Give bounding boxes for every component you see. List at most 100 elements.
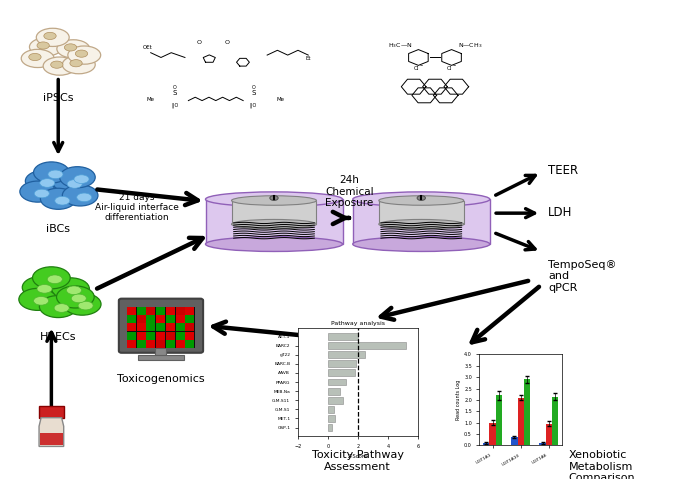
Ellipse shape bbox=[232, 196, 316, 205]
Ellipse shape bbox=[53, 171, 88, 193]
Ellipse shape bbox=[64, 44, 77, 51]
Ellipse shape bbox=[57, 40, 90, 58]
Bar bbox=[166, 332, 175, 340]
Ellipse shape bbox=[37, 285, 52, 293]
Bar bbox=[138, 354, 184, 361]
Bar bbox=[328, 415, 336, 422]
Bar bbox=[185, 323, 195, 331]
Text: Me: Me bbox=[147, 97, 155, 102]
Ellipse shape bbox=[232, 219, 316, 229]
Bar bbox=[328, 360, 356, 367]
Ellipse shape bbox=[40, 188, 76, 209]
Ellipse shape bbox=[34, 162, 69, 183]
Ellipse shape bbox=[51, 61, 63, 68]
Bar bbox=[147, 332, 155, 340]
Ellipse shape bbox=[55, 196, 70, 205]
Bar bbox=[517, 398, 524, 445]
Bar bbox=[353, 199, 490, 244]
Bar bbox=[175, 315, 184, 323]
Bar bbox=[175, 323, 184, 331]
Bar bbox=[379, 201, 464, 224]
Bar bbox=[328, 397, 343, 404]
Ellipse shape bbox=[270, 195, 278, 200]
Text: LDH: LDH bbox=[548, 205, 573, 219]
Bar bbox=[328, 351, 365, 358]
Bar bbox=[175, 307, 184, 315]
Ellipse shape bbox=[34, 189, 49, 198]
Bar bbox=[40, 433, 63, 445]
Bar bbox=[147, 315, 155, 323]
Ellipse shape bbox=[62, 56, 95, 74]
Bar bbox=[127, 307, 195, 349]
Ellipse shape bbox=[62, 185, 98, 206]
Ellipse shape bbox=[22, 276, 60, 298]
Bar bbox=[328, 424, 332, 431]
Text: TEER: TEER bbox=[548, 163, 578, 177]
Bar bbox=[127, 307, 136, 315]
Bar bbox=[511, 437, 517, 445]
Bar bbox=[137, 315, 146, 323]
Text: O: O bbox=[251, 85, 256, 90]
Bar bbox=[156, 323, 165, 331]
Ellipse shape bbox=[77, 193, 92, 202]
Ellipse shape bbox=[48, 170, 63, 179]
Bar bbox=[127, 332, 136, 340]
Text: TempoSeq®
and
qPCR: TempoSeq® and qPCR bbox=[548, 260, 616, 293]
Text: O: O bbox=[173, 85, 177, 90]
Y-axis label: Read counts Log: Read counts Log bbox=[456, 380, 461, 420]
Bar bbox=[137, 340, 146, 348]
Bar bbox=[166, 315, 175, 323]
Bar bbox=[127, 340, 136, 348]
Ellipse shape bbox=[34, 297, 49, 305]
Text: ||O: ||O bbox=[250, 103, 257, 108]
Bar bbox=[185, 332, 195, 340]
Bar bbox=[328, 406, 334, 413]
Bar bbox=[155, 349, 166, 356]
Bar bbox=[147, 323, 155, 331]
Text: S: S bbox=[173, 90, 177, 96]
Bar bbox=[328, 333, 358, 340]
Bar bbox=[328, 342, 406, 349]
Bar bbox=[156, 332, 165, 340]
Bar bbox=[185, 340, 195, 348]
Bar bbox=[185, 307, 195, 315]
Ellipse shape bbox=[60, 167, 95, 188]
Text: Cl$^-$: Cl$^-$ bbox=[446, 64, 457, 72]
FancyBboxPatch shape bbox=[119, 299, 203, 353]
Text: N—CH$_3$: N—CH$_3$ bbox=[458, 41, 482, 50]
Ellipse shape bbox=[47, 275, 62, 284]
Text: Et: Et bbox=[306, 56, 311, 61]
Polygon shape bbox=[39, 418, 64, 446]
Ellipse shape bbox=[52, 278, 90, 300]
Ellipse shape bbox=[206, 237, 342, 251]
Ellipse shape bbox=[21, 49, 54, 68]
Bar bbox=[137, 332, 146, 340]
Ellipse shape bbox=[33, 267, 71, 289]
Bar bbox=[232, 201, 316, 224]
Text: H$_3$C—N: H$_3$C—N bbox=[388, 41, 412, 50]
Bar bbox=[127, 323, 136, 331]
Ellipse shape bbox=[63, 293, 101, 315]
Ellipse shape bbox=[20, 181, 55, 202]
Text: S: S bbox=[251, 90, 256, 96]
Text: Cl$^-$: Cl$^-$ bbox=[413, 64, 424, 72]
Bar bbox=[483, 443, 489, 445]
Title: Pathway analysis: Pathway analysis bbox=[331, 321, 385, 326]
Bar bbox=[137, 307, 146, 315]
Ellipse shape bbox=[29, 54, 41, 60]
Text: O: O bbox=[225, 40, 230, 45]
Text: iBCs: iBCs bbox=[46, 224, 71, 234]
Ellipse shape bbox=[206, 192, 342, 206]
Bar bbox=[147, 340, 155, 348]
Bar bbox=[166, 340, 175, 348]
Bar bbox=[328, 378, 346, 386]
Bar bbox=[206, 199, 342, 244]
Ellipse shape bbox=[44, 33, 56, 39]
Bar bbox=[127, 315, 136, 323]
Ellipse shape bbox=[54, 304, 69, 312]
Bar bbox=[156, 307, 165, 315]
Bar bbox=[546, 424, 552, 445]
Ellipse shape bbox=[43, 57, 76, 75]
Ellipse shape bbox=[353, 192, 490, 206]
Ellipse shape bbox=[67, 180, 82, 188]
